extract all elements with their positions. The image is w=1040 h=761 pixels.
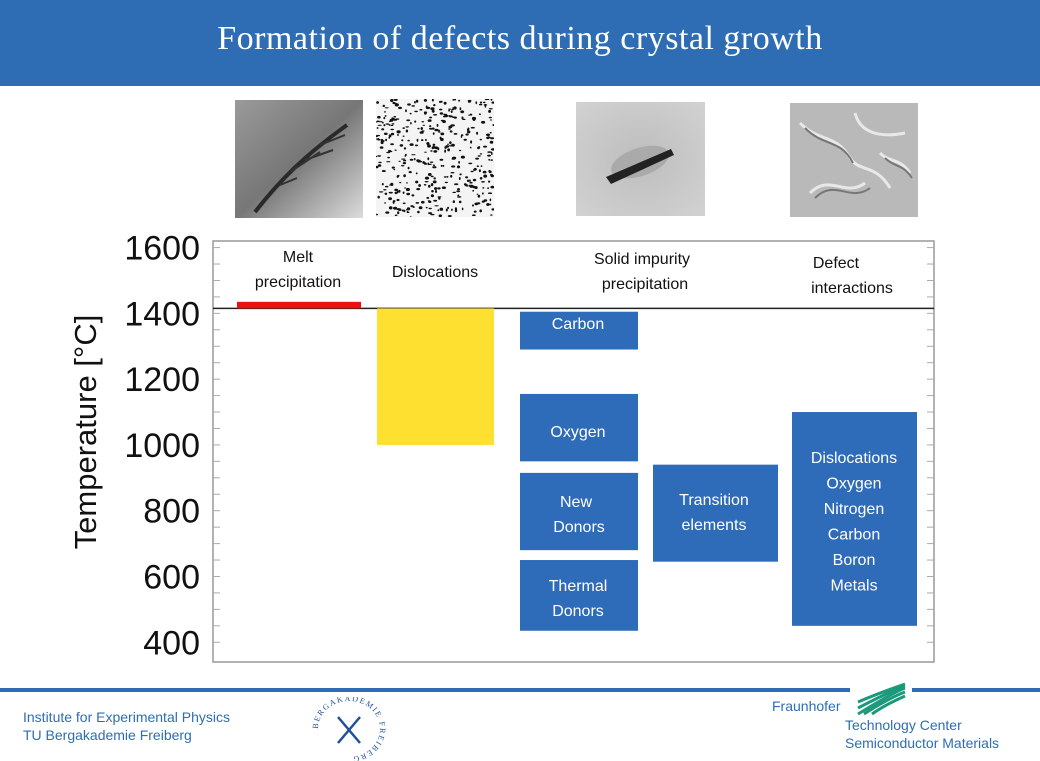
institute-block: Institute for Experimental Physics TU Be… xyxy=(23,708,230,744)
dislocations-heading: Dislocations xyxy=(392,264,478,281)
interactions-list-item: Carbon xyxy=(828,527,880,544)
melt-heading-line1: Melt xyxy=(283,249,314,266)
solid-impurity-photo xyxy=(576,102,705,216)
y-tick-label: 600 xyxy=(143,558,200,596)
y-tick-label: 1400 xyxy=(124,295,200,333)
interactions-list-item: Metals xyxy=(830,578,877,595)
thermal-donors-label-line2: Donors xyxy=(552,603,604,620)
interactions-list-item: Boron xyxy=(833,552,876,569)
melt-heading-line2: precipitation xyxy=(255,274,341,291)
oxygen-bar-label: Oxygen xyxy=(550,424,605,441)
fraunhofer-label: Fraunhofer xyxy=(772,698,841,714)
y-tick-label: 400 xyxy=(143,624,200,662)
interactions-list-item: Oxygen xyxy=(826,476,881,493)
y-tick-label: 1000 xyxy=(124,427,200,465)
bar-carbon xyxy=(520,311,638,350)
institute-name: Institute for Experimental Physics xyxy=(23,709,230,725)
melt-precipitation-photo xyxy=(235,100,363,218)
bar-transition-elements xyxy=(653,464,778,562)
bar-oxygen xyxy=(520,393,638,462)
bar-dislocations xyxy=(377,308,494,445)
y-axis-title: Temperature [°C] xyxy=(68,315,103,550)
bergakademie-seal: BERGAKADEMIE FREIBERG xyxy=(311,697,386,761)
solid-impurity-heading-line2: precipitation xyxy=(602,276,688,293)
y-tick-label: 800 xyxy=(143,493,200,531)
university-name: TU Bergakademie Freiberg xyxy=(23,727,192,743)
footer-rule xyxy=(0,688,1040,692)
bar-dislocations-oxygen-nitrogen-carbon-boron-metals xyxy=(792,412,917,626)
defect-interactions-heading-line1: Defect xyxy=(813,255,860,272)
carbon-bar-label: Carbon xyxy=(552,316,604,333)
fraunhofer-logo xyxy=(850,680,912,716)
transition-label-line2: elements xyxy=(682,517,747,534)
new-donors-label-line1: New xyxy=(560,494,592,511)
tech-center-name: Technology Center xyxy=(845,717,962,733)
bar-melt-precipitation xyxy=(237,301,361,309)
defect-interactions-heading-line2: interactions xyxy=(811,280,893,297)
title-bar xyxy=(0,0,1040,86)
slide-title: Formation of defects during crystal grow… xyxy=(217,20,823,57)
interactions-list-item: Nitrogen xyxy=(824,501,884,518)
y-tick-label: 1600 xyxy=(124,230,200,268)
semiconductor-name: Semiconductor Materials xyxy=(845,735,1000,751)
tech-center-block: Technology Center Semiconductor Material… xyxy=(845,716,999,752)
y-tick-label: 1200 xyxy=(124,361,200,399)
bar-new-donors xyxy=(520,472,638,551)
interactions-list-item: Dislocations xyxy=(811,450,897,467)
new-donors-label-line2: Donors xyxy=(553,519,605,536)
thermal-donors-label-line1: Thermal xyxy=(549,578,608,595)
temperature-chart: 1600 1400 1200 1000 800 600 400 Temperature [°… xyxy=(68,230,935,663)
dislocations-photo xyxy=(376,99,494,217)
defect-interactions-photo xyxy=(790,103,918,217)
transition-label-line1: Transition xyxy=(679,492,749,509)
solid-impurity-heading-line1: Solid impurity xyxy=(594,251,690,268)
bar-thermal-donors xyxy=(520,560,638,631)
